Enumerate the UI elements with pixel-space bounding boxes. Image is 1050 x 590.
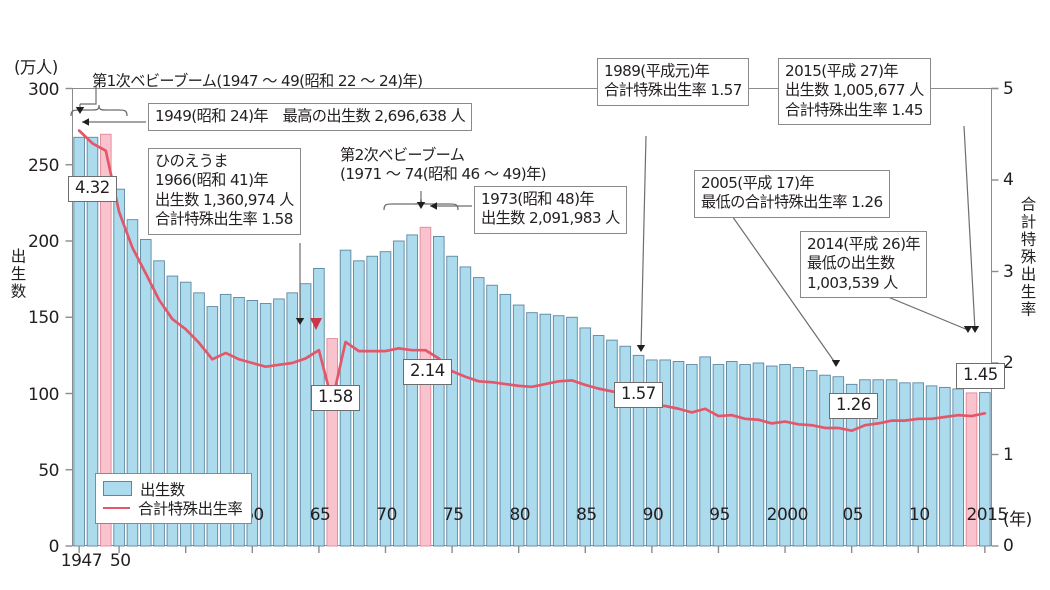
legend-row-births: 出生数 — [103, 479, 242, 499]
note-1989: 1989(平成元)年 合計特殊出生率 1.57 — [597, 58, 749, 106]
y-tick-right-3: 3 — [1003, 261, 1014, 282]
note-first-baby-boom: 第1次ベビーブーム(1947 〜 49(昭和 22 〜 24)年) — [92, 72, 423, 90]
legend-label-tfr: 合計特殊出生率 — [138, 499, 243, 518]
x-tick-1950: 50 — [109, 551, 131, 571]
y-tick-right-2: 2 — [1003, 353, 1014, 373]
tfr-line-icon — [103, 506, 130, 509]
x-tick-1970: 70 — [376, 505, 397, 525]
bubble-1966: 1.58 — [311, 385, 360, 411]
y-tick-right-5: 5 — [1003, 78, 1014, 99]
x-tick-1985: 85 — [576, 505, 597, 525]
note-second-baby-boom: 第2次ベビーブーム (1971 〜 74(昭和 46 〜 49)年) — [340, 146, 547, 184]
left-axis-title: 出生数 — [8, 248, 27, 301]
legend: 出生数 合計特殊出生率 — [95, 473, 253, 524]
left-axis-unit: (万人) — [14, 58, 58, 77]
y-tick-left-100: 100 — [28, 384, 59, 405]
x-tick-2005: 05 — [842, 505, 864, 525]
bubble-1973: 2.14 — [403, 359, 452, 385]
y-tick-left-50: 50 — [38, 460, 59, 481]
x-tick-1965: 65 — [309, 505, 331, 525]
note-2015: 2015(平成 27)年 出生数 1,005,677 人合計特殊出生率 1.45 — [778, 58, 931, 126]
bubble-1949: 4.32 — [68, 176, 117, 202]
y-tick-right-4: 4 — [1003, 170, 1014, 190]
note-2014: 2014(平成 26)年 最低の出生数 1,003,539 人 — [800, 231, 928, 299]
x-tick-1975: 75 — [442, 505, 464, 525]
y-tick-left-0: 0 — [48, 537, 60, 557]
note-peak-1949: 1949(昭和 24)年 最高の出生数 2,696,638 人 — [148, 103, 473, 132]
x-tick-1980: 80 — [509, 505, 531, 525]
note-2005: 2005(平成 17)年 最低の合計特殊出生率 1.26 — [694, 170, 890, 218]
y-tick-left-250: 250 — [28, 155, 59, 176]
x-tick-1947: 1947 — [60, 551, 103, 571]
y-tick-left-300: 300 — [28, 79, 59, 100]
right-axis-title: 合計特殊出生率 — [1018, 196, 1037, 319]
y-tick-right-1: 1 — [1003, 444, 1014, 465]
legend-row-tfr: 合計特殊出生率 — [103, 498, 243, 518]
x-axis-unit: (年) — [1003, 510, 1032, 530]
bubble-2005: 1.26 — [829, 393, 878, 419]
x-tick-1990: 90 — [642, 505, 664, 525]
note-hinoeuma-1966: ひのえうま 1966(昭和 41)年 出生数 1,360,974 人合計特殊出生率 … — [148, 148, 301, 235]
x-tick-2015: 2015 — [966, 505, 1008, 525]
births-swatch-icon — [103, 481, 132, 496]
x-tick-2010: 10 — [909, 505, 930, 525]
legend-label-births: 出生数 — [140, 480, 185, 499]
y-tick-right-0: 0 — [1003, 536, 1014, 556]
y-tick-left-200: 200 — [28, 232, 59, 252]
x-tick-2000: 2000 — [766, 505, 809, 525]
bubble-2015: 1.45 — [956, 363, 1005, 389]
note-1973: 1973(昭和 48)年 出生数 2,091,983 人 — [474, 186, 627, 234]
x-tick-1995: 95 — [709, 505, 730, 525]
y-tick-left-150: 150 — [28, 308, 59, 329]
bubble-1989: 1.57 — [614, 382, 663, 408]
